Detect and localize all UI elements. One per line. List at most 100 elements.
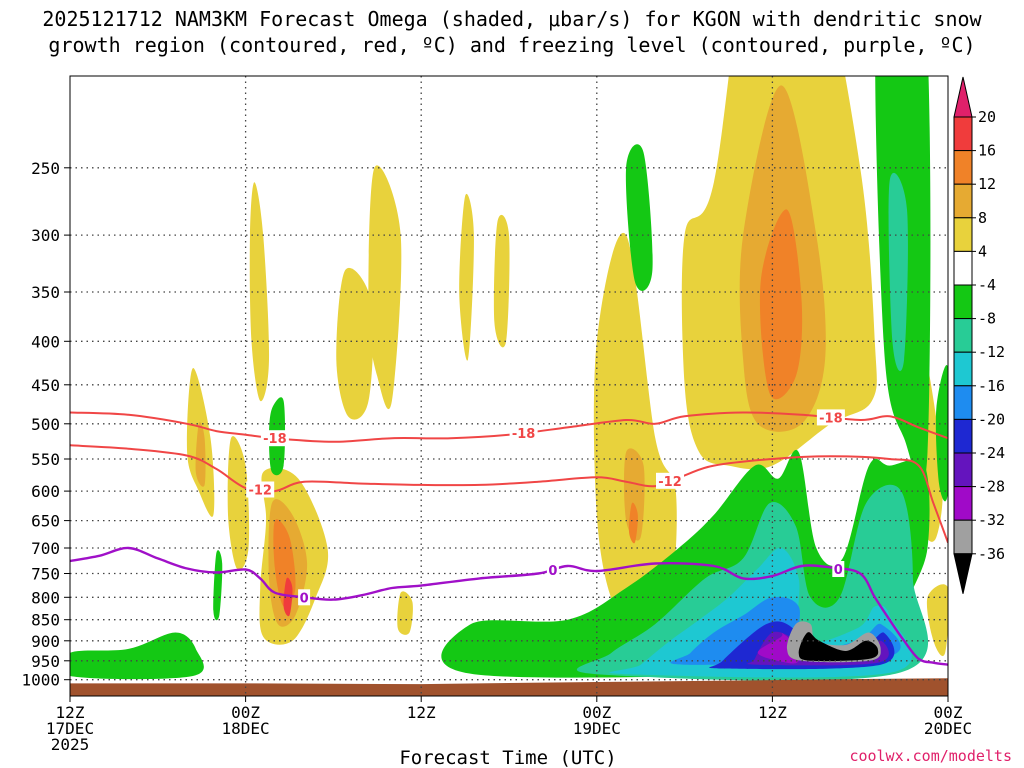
- colorbar-swatch: [953, 150, 973, 185]
- omega-region: [493, 214, 510, 348]
- colorbar-label: 16: [978, 142, 996, 160]
- omega-region: [249, 182, 270, 402]
- contour-label-bg: [298, 589, 311, 606]
- contour-label-bg: [260, 430, 289, 447]
- colorbar-label: -12: [978, 343, 1005, 361]
- y-tick-label: 300: [31, 226, 60, 245]
- dgz-minus18-contour: [70, 411, 948, 443]
- omega-colorbar: 20 16 12 8 4 -4 -8 -12 -16 -20 -24 -28 -32 -36: [953, 76, 1005, 594]
- y-axis-ticks: 250 300 350 400 450 500 550 600 650 700 750 800 850 9…: [21, 159, 70, 690]
- omega-region: [935, 365, 948, 502]
- y-tick-label: 700: [31, 539, 60, 558]
- colorbar-label: 4: [978, 242, 987, 260]
- x-tick-label: 2025: [51, 735, 90, 754]
- omega-region: [283, 577, 293, 617]
- y-tick-label: 1000: [21, 671, 60, 690]
- chart-title-line-1: 2025121712 NAM3KM Forecast Omega (shaded…: [42, 7, 982, 31]
- x-tick-label: 19DEC: [573, 719, 621, 738]
- colorbar-label: -16: [978, 377, 1005, 395]
- contour-label-bg: [656, 472, 684, 489]
- omega-region: [336, 267, 374, 420]
- x-tick-label: 00Z: [934, 703, 963, 722]
- omega-region: [459, 193, 474, 361]
- contour-label-bg: [816, 409, 845, 426]
- y-tick-label: 350: [31, 283, 60, 302]
- colorbar-label: -32: [978, 511, 1005, 529]
- colorbar-label: 20: [978, 108, 996, 126]
- contour-label: -18: [263, 432, 287, 447]
- contour-label: -12: [248, 484, 272, 499]
- y-tick-label: 250: [31, 159, 60, 178]
- colorbar-label: 12: [978, 175, 996, 193]
- y-tick-label: 800: [31, 588, 60, 607]
- x-tick-label: 00Z: [582, 703, 611, 722]
- colorbar-label: -36: [978, 545, 1005, 563]
- plot-frame: [69, 75, 949, 697]
- colorbar-swatch: [953, 452, 973, 488]
- y-tick-label: 650: [31, 512, 60, 531]
- x-tick-label: 12Z: [56, 703, 85, 722]
- colorbar-label: -28: [978, 478, 1005, 496]
- colorbar-swatch: [953, 351, 973, 387]
- contour-label: 0: [548, 564, 557, 579]
- y-tick-label: 500: [31, 415, 60, 434]
- plot-area: -18 -18 -18 -12 -12 0 0 0: [70, 76, 948, 696]
- colorbar-swatch: [953, 284, 973, 320]
- contour-label-bg: [832, 561, 845, 577]
- contour-label-bg: [509, 424, 538, 441]
- colorbar-label: -8: [978, 310, 996, 328]
- omega-region: [888, 172, 908, 372]
- x-tick-label: 12Z: [407, 703, 436, 722]
- omega-region: [213, 550, 223, 621]
- colorbar-swatch: [953, 519, 973, 555]
- y-tick-label: 750: [31, 565, 60, 584]
- y-tick-label: 900: [31, 632, 60, 651]
- colorbar-swatch: [953, 217, 973, 252]
- omega-region: [759, 209, 803, 400]
- colorbar-bottom-arrow: [953, 553, 973, 594]
- omega-region: [397, 591, 413, 635]
- omega-region: [368, 165, 402, 410]
- colorbar-label: 8: [978, 209, 987, 227]
- dgz-minus12-contour: [70, 444, 948, 544]
- contour-label-bg: [246, 481, 275, 498]
- x-tick-label: 20DEC: [924, 719, 972, 738]
- colorbar-top-arrow: [953, 76, 973, 118]
- omega-region: [593, 232, 677, 621]
- contour-label: -12: [658, 475, 682, 490]
- y-tick-label: 600: [31, 482, 60, 501]
- colorbar-swatch: [953, 250, 973, 286]
- source-credit: coolwx.com/modelts: [849, 747, 1012, 765]
- omega-region: [798, 632, 879, 662]
- colorbar-swatch: [953, 486, 973, 521]
- freezing-level-contour: [70, 546, 948, 666]
- omega-shading: [70, 76, 948, 681]
- contour-label: -18: [819, 411, 843, 426]
- x-tick-label: 00Z: [231, 703, 260, 722]
- contour-label: 0: [300, 591, 309, 606]
- y-tick-label: 450: [31, 376, 60, 395]
- contour-label: 0: [834, 563, 843, 578]
- omega-region: [195, 422, 206, 487]
- colorbar-swatch: [953, 385, 973, 420]
- colorbar-label: -24: [978, 444, 1005, 462]
- omega-region: [628, 502, 638, 544]
- omega-region: [624, 448, 645, 541]
- y-tick-label: 400: [31, 332, 60, 351]
- x-tick-label: 18DEC: [222, 719, 270, 738]
- ground-terrain-band: [70, 678, 948, 696]
- contour-label: -18: [512, 427, 536, 442]
- omega-region: [625, 144, 653, 291]
- ground-terrain: [70, 678, 948, 696]
- y-tick-label: 850: [31, 611, 60, 630]
- omega-region: [70, 632, 204, 680]
- contour-lines: -18 -18 -18 -12 -12 0 0 0: [70, 409, 948, 666]
- colorbar-swatch: [953, 418, 973, 454]
- colorbar-label: -4: [978, 276, 996, 294]
- omega-region: [227, 436, 250, 571]
- y-tick-label: 550: [31, 450, 60, 469]
- omega-region: [926, 584, 948, 657]
- chart-title-line-2: growth region (contoured, red, ºC) and f…: [48, 33, 975, 57]
